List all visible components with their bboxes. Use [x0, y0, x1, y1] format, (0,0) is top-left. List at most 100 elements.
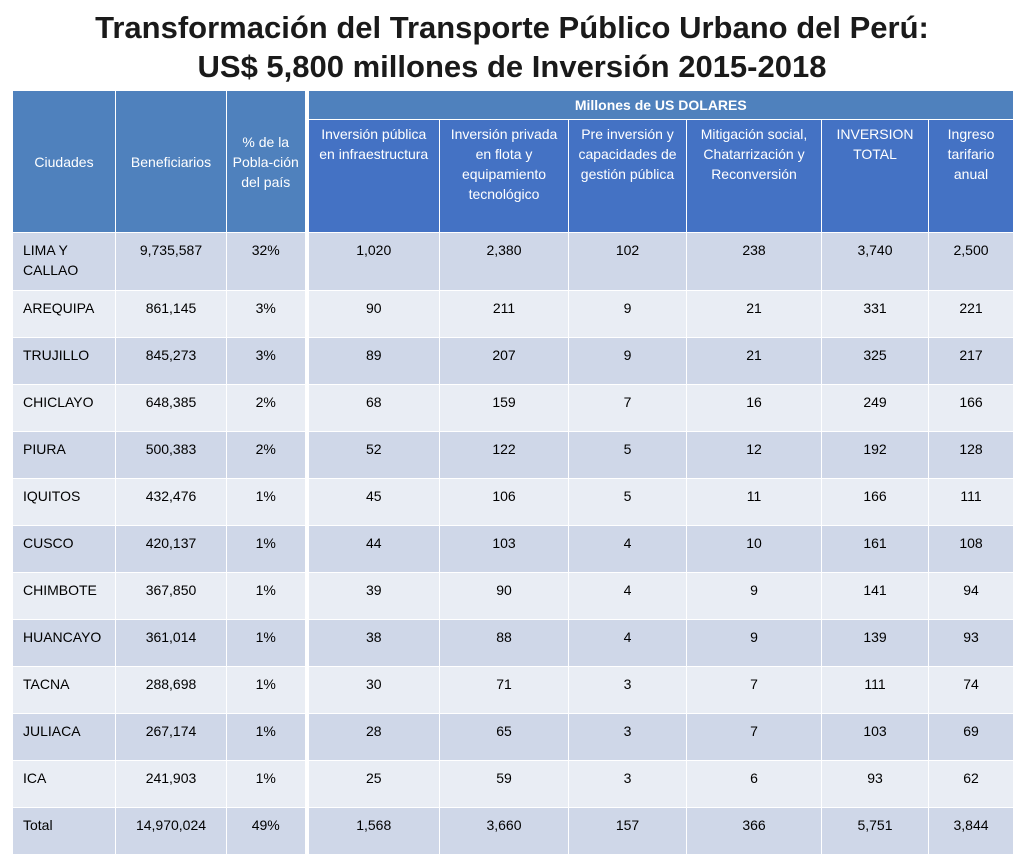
cell-ingreso: 2,500 — [927, 232, 1015, 291]
cell-mitigacion: 12 — [686, 431, 822, 479]
cell-ingreso: 128 — [927, 431, 1015, 479]
cell-city: PIURA — [12, 431, 116, 479]
header-inversion-publica: Inversión pública en infraestructura — [306, 119, 440, 233]
cell-total: 141 — [821, 572, 929, 620]
cell-inv-publica: 1,568 — [306, 807, 440, 855]
cell-total: 161 — [821, 525, 929, 573]
cell-total: 331 — [821, 290, 929, 338]
cell-inv-privada: 71 — [439, 666, 569, 714]
cell-inv-privada: 90 — [439, 572, 569, 620]
cell-mitigacion: 238 — [686, 232, 822, 291]
cell-ingreso: 74 — [927, 666, 1015, 714]
table-row: CHIMBOTE 367,850 1% 39 90 4 9 141 94 — [12, 572, 1015, 620]
cell-inv-publica: 45 — [306, 478, 440, 526]
cell-inv-privada: 65 — [439, 713, 569, 761]
cell-inv-privada: 207 — [439, 337, 569, 385]
cell-ingreso: 93 — [927, 619, 1015, 667]
cell-inv-publica: 28 — [306, 713, 440, 761]
cell-inv-privada: 106 — [439, 478, 569, 526]
cell-mitigacion: 21 — [686, 290, 822, 338]
cell-ingreso: 221 — [927, 290, 1015, 338]
header-inversion-privada: Inversión privada en flota y equipamient… — [439, 119, 569, 233]
cell-inv-privada: 3,660 — [439, 807, 569, 855]
header-mitigacion: Mitigación social, Chatarrización y Reco… — [686, 119, 822, 233]
cell-mitigacion: 7 — [686, 666, 822, 714]
cell-pre-inversion: 5 — [568, 431, 687, 479]
cell-city: JULIACA — [12, 713, 116, 761]
cell-inv-publica: 39 — [306, 572, 440, 620]
title-line-2: US$ 5,800 millones de Inversión 2015-201… — [197, 49, 827, 84]
cell-inv-privada: 88 — [439, 619, 569, 667]
cell-beneficiarios: 861,145 — [115, 290, 227, 338]
header-pre-inversion: Pre inversión y capacidades de gestión p… — [568, 119, 687, 233]
header-porcentaje: % de la Pobla-ción del país — [226, 90, 309, 233]
cell-city: CHICLAYO — [12, 384, 116, 432]
header-inversion-total: INVERSION TOTAL — [821, 119, 929, 233]
cell-mitigacion: 7 — [686, 713, 822, 761]
cell-beneficiarios: 288,698 — [115, 666, 227, 714]
cell-pre-inversion: 4 — [568, 619, 687, 667]
cell-inv-publica: 44 — [306, 525, 440, 573]
table-body: LIMA Y CALLAO 9,735,587 32% 1,020 2,380 … — [12, 232, 1015, 855]
cell-total: 5,751 — [821, 807, 929, 855]
cell-pre-inversion: 3 — [568, 666, 687, 714]
header-beneficiarios: Beneficiarios — [115, 90, 227, 233]
cell-beneficiarios: 9,735,587 — [115, 232, 227, 291]
cell-total: 103 — [821, 713, 929, 761]
cell-pre-inversion: 4 — [568, 572, 687, 620]
cell-city: CHIMBOTE — [12, 572, 116, 620]
cell-inv-publica: 38 — [306, 619, 440, 667]
cell-ingreso: 217 — [927, 337, 1015, 385]
table-header: Ciudades Beneficiarios % de la Pobla-ció… — [12, 90, 1015, 233]
table-row: AREQUIPA 861,145 3% 90 211 9 21 331 221 — [12, 290, 1015, 338]
cell-inv-privada: 159 — [439, 384, 569, 432]
table-row: LIMA Y CALLAO 9,735,587 32% 1,020 2,380 … — [12, 232, 1015, 291]
cell-porcentaje: 1% — [226, 478, 309, 526]
cell-pre-inversion: 9 — [568, 337, 687, 385]
cell-porcentaje: 2% — [226, 384, 309, 432]
cell-mitigacion: 366 — [686, 807, 822, 855]
cell-inv-publica: 89 — [306, 337, 440, 385]
cell-beneficiarios: 267,174 — [115, 713, 227, 761]
cell-city: CUSCO — [12, 525, 116, 573]
cell-porcentaje: 32% — [226, 232, 309, 291]
cell-porcentaje: 1% — [226, 666, 309, 714]
title-line-1: Transformación del Transporte Público Ur… — [95, 10, 929, 45]
cell-mitigacion: 9 — [686, 572, 822, 620]
slide-title: Transformación del Transporte Público Ur… — [0, 8, 1024, 86]
cell-porcentaje: 2% — [226, 431, 309, 479]
cell-mitigacion: 11 — [686, 478, 822, 526]
cell-total: 249 — [821, 384, 929, 432]
cell-city: TRUJILLO — [12, 337, 116, 385]
cell-city: HUANCAYO — [12, 619, 116, 667]
cell-mitigacion: 16 — [686, 384, 822, 432]
cell-total: 325 — [821, 337, 929, 385]
cell-beneficiarios: 361,014 — [115, 619, 227, 667]
header-millones-usd: Millones de US DOLARES — [305, 90, 1015, 120]
cell-beneficiarios: 500,383 — [115, 431, 227, 479]
cell-ingreso: 3,844 — [927, 807, 1015, 855]
header-ciudades: Ciudades — [12, 90, 116, 233]
table-row: JULIACA 267,174 1% 28 65 3 7 103 69 — [12, 713, 1015, 761]
cell-city: AREQUIPA — [12, 290, 116, 338]
cell-city: LIMA Y CALLAO — [12, 232, 116, 291]
cell-inv-publica: 30 — [306, 666, 440, 714]
table-row: PIURA 500,383 2% 52 122 5 12 192 128 — [12, 431, 1015, 479]
cell-total: 166 — [821, 478, 929, 526]
cell-beneficiarios: 648,385 — [115, 384, 227, 432]
cell-ingreso: 69 — [927, 713, 1015, 761]
cell-ingreso: 94 — [927, 572, 1015, 620]
cell-pre-inversion: 9 — [568, 290, 687, 338]
cell-pre-inversion: 4 — [568, 525, 687, 573]
cell-inv-publica: 1,020 — [306, 232, 440, 291]
table-row: TRUJILLO 845,273 3% 89 207 9 21 325 217 — [12, 337, 1015, 385]
table-row: HUANCAYO 361,014 1% 38 88 4 9 139 93 — [12, 619, 1015, 667]
cell-mitigacion: 9 — [686, 619, 822, 667]
cell-porcentaje: 3% — [226, 290, 309, 338]
cell-inv-publica: 90 — [306, 290, 440, 338]
cell-pre-inversion: 7 — [568, 384, 687, 432]
cell-porcentaje: 3% — [226, 337, 309, 385]
header-ingreso-tarifario: Ingreso tarifario anual — [927, 119, 1015, 233]
cell-city: TACNA — [12, 666, 116, 714]
cell-beneficiarios: 14,970,024 — [115, 807, 227, 855]
